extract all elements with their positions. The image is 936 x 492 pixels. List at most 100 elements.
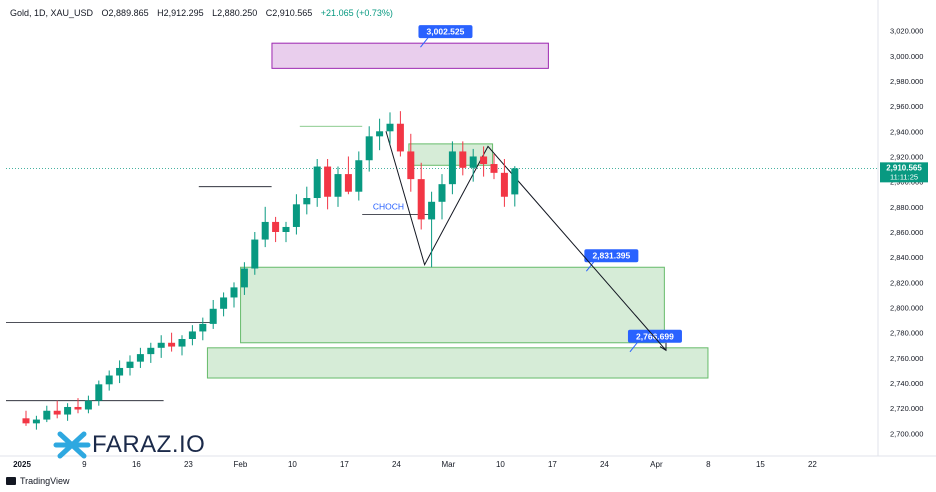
candle-body bbox=[32, 419, 40, 424]
watermark-logo: FARAZ.IO bbox=[52, 428, 205, 462]
candle-body bbox=[220, 297, 228, 309]
x-tick-label: 10 bbox=[496, 460, 505, 469]
candle-body bbox=[188, 331, 196, 339]
y-tick-label: 2,940.000 bbox=[890, 127, 923, 136]
candle-body bbox=[105, 375, 113, 385]
y-tick-label: 2,720.000 bbox=[890, 404, 923, 413]
candle-body bbox=[240, 268, 248, 288]
zone-label-text: 3,002.525 bbox=[427, 27, 465, 37]
candle-body bbox=[292, 204, 300, 227]
y-tick-label: 3,020.000 bbox=[890, 27, 923, 36]
candle-body bbox=[313, 166, 321, 199]
zone-label-text: 2,766.699 bbox=[636, 331, 674, 341]
x-tick-label: 15 bbox=[756, 460, 765, 469]
zone-box bbox=[271, 42, 549, 69]
x-tick-label: Feb bbox=[234, 460, 248, 469]
candle-body bbox=[500, 172, 508, 197]
candle-body bbox=[116, 367, 124, 376]
x-tick-label: 10 bbox=[288, 460, 297, 469]
y-tick-label: 3,000.000 bbox=[890, 52, 923, 61]
candle-body bbox=[22, 418, 30, 424]
x-tick-label: 8 bbox=[706, 460, 711, 469]
candle-body bbox=[147, 347, 155, 355]
candle-body bbox=[480, 156, 488, 165]
zone-label-pointer bbox=[585, 260, 595, 272]
candle-body bbox=[53, 410, 61, 415]
close-value: C2,910.565 bbox=[265, 8, 313, 18]
zone-label-box bbox=[627, 329, 682, 343]
candle-body bbox=[64, 406, 72, 415]
candle-body bbox=[490, 164, 498, 173]
zone-box bbox=[240, 266, 665, 344]
y-tick-label: 2,920.000 bbox=[890, 152, 923, 161]
candle-body bbox=[469, 156, 477, 168]
candle-body bbox=[324, 166, 332, 197]
tradingview-logo-icon bbox=[6, 477, 16, 485]
x-tick-label: Apr bbox=[650, 460, 663, 469]
x-tick-label: 17 bbox=[340, 460, 349, 469]
candle-body bbox=[417, 179, 425, 220]
candle-body bbox=[126, 361, 134, 368]
y-tick-label: 2,740.000 bbox=[890, 379, 923, 388]
zone-label-box bbox=[584, 249, 639, 263]
x-tick-label: 9 bbox=[82, 460, 87, 469]
candle-body bbox=[303, 198, 311, 205]
y-tick-label: 2,980.000 bbox=[890, 77, 923, 86]
chart-header: Gold, 1D, XAU_USD O2,889.865 H2,912.295 … bbox=[10, 8, 399, 18]
candle-body bbox=[74, 406, 82, 410]
candle-body bbox=[396, 123, 404, 152]
y-tick-label: 2,780.000 bbox=[890, 329, 923, 338]
symbol-label: Gold, 1D, XAU_USD bbox=[10, 8, 94, 18]
zone-box bbox=[206, 347, 709, 379]
candle-body bbox=[344, 174, 352, 192]
x-tick-label: 22 bbox=[808, 460, 817, 469]
watermark-text: FARAZ.IO bbox=[92, 431, 206, 458]
candle-body bbox=[199, 323, 207, 332]
y-tick-label: 2,700.000 bbox=[890, 429, 923, 438]
price-tag-box bbox=[880, 162, 928, 183]
candle-body bbox=[84, 400, 92, 410]
change-value: +21.065 (+0.73%) bbox=[320, 8, 393, 18]
choch-label: CHOCH bbox=[373, 201, 404, 211]
candle-body bbox=[448, 151, 456, 185]
x-tick-label: 24 bbox=[392, 460, 401, 469]
footer-brand: TradingView bbox=[20, 476, 70, 486]
low-value: L2,880.250 bbox=[212, 8, 258, 18]
candle-body bbox=[272, 221, 280, 232]
footer: TradingView bbox=[6, 476, 70, 486]
x-tick-label: 16 bbox=[132, 460, 141, 469]
x-tick-label: Mar bbox=[442, 460, 456, 469]
y-tick-label: 2,960.000 bbox=[890, 102, 923, 111]
candle-body bbox=[136, 354, 144, 362]
price-tag-timer: 11:11:25 bbox=[890, 172, 918, 181]
candle-body bbox=[365, 136, 373, 161]
y-tick-label: 2,860.000 bbox=[890, 228, 923, 237]
zone-label-pointer bbox=[420, 36, 429, 48]
open-value: O2,889.865 bbox=[101, 8, 149, 18]
zone-label-box bbox=[418, 25, 473, 39]
candle-body bbox=[282, 226, 290, 232]
candle-body bbox=[168, 342, 176, 347]
projection-path bbox=[385, 131, 667, 351]
y-tick-label: 2,760.000 bbox=[890, 354, 923, 363]
candle-body bbox=[407, 151, 415, 180]
x-tick-label: 2025 bbox=[13, 460, 31, 469]
y-tick-label: 2,800.000 bbox=[890, 304, 923, 313]
zone-label-pointer bbox=[629, 341, 639, 353]
x-tick-label: 17 bbox=[548, 460, 557, 469]
faraz-logo-icon bbox=[53, 431, 91, 459]
candle-body bbox=[334, 174, 342, 197]
candle-body bbox=[157, 342, 165, 348]
candle-body bbox=[209, 308, 217, 324]
candle-body bbox=[386, 123, 394, 132]
candle-body bbox=[95, 384, 103, 401]
candle-body bbox=[178, 339, 186, 347]
projection-arrowhead bbox=[659, 342, 667, 352]
zone-label-text: 2,831.395 bbox=[592, 251, 630, 261]
candle-body bbox=[355, 160, 363, 192]
x-tick-label: 23 bbox=[184, 460, 193, 469]
candle-body bbox=[251, 239, 259, 269]
candle-body bbox=[459, 151, 467, 168]
high-value: H2,912.295 bbox=[157, 8, 204, 18]
